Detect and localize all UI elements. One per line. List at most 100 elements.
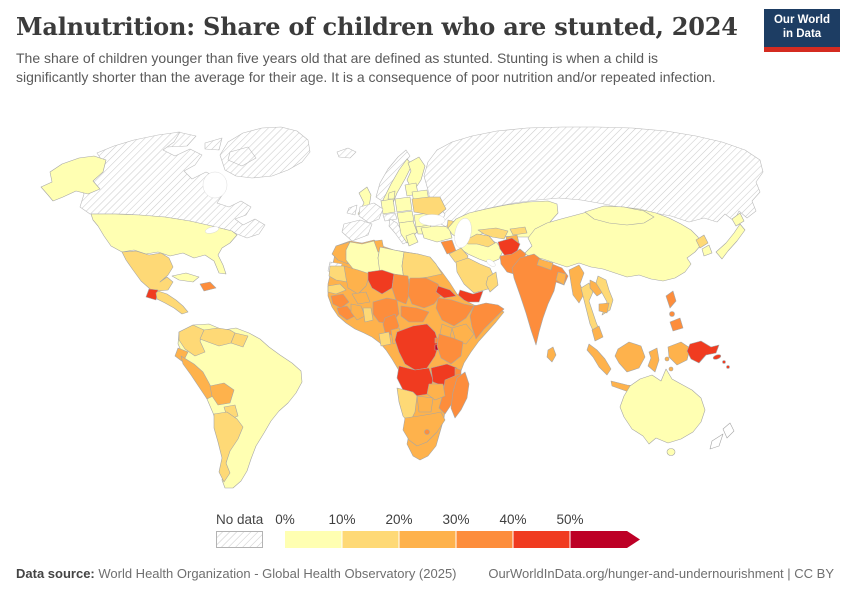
country-papua-new-guinea[interactable] [686, 340, 720, 364]
no-data-label: No data [216, 512, 264, 527]
legend-bin-50-plus[interactable] [570, 531, 627, 548]
country-cambodia[interactable] [598, 302, 610, 314]
legend-bin-40-50[interactable] [513, 531, 570, 548]
legend-bin-30-40[interactable] [456, 531, 513, 548]
country-eritrea[interactable] [435, 285, 457, 299]
country-malaysia[interactable] [591, 325, 604, 342]
country-north-korea[interactable] [695, 234, 709, 249]
country-gabon[interactable] [378, 331, 392, 347]
country-philippines-luzon[interactable] [665, 290, 677, 309]
country-ethiopia[interactable] [435, 297, 475, 327]
owid-logo[interactable]: Our World in Data [764, 9, 840, 52]
country-lesotho[interactable] [424, 429, 430, 435]
country-tanzania[interactable] [436, 333, 464, 365]
country-philippines-visayas[interactable] [669, 311, 675, 317]
country-new-zealand-north[interactable] [722, 422, 735, 439]
legend-bin-10-20[interactable] [342, 531, 399, 548]
country-egypt[interactable] [401, 251, 443, 281]
country-myanmar[interactable] [568, 264, 585, 304]
country-arctic-islands-2[interactable] [204, 137, 223, 151]
country-ivory-coast[interactable] [350, 303, 366, 321]
country-madagascar[interactable] [450, 371, 470, 419]
legend-tick-50: 50% [556, 512, 584, 527]
country-peru[interactable] [180, 355, 216, 400]
country-south-africa[interactable] [402, 411, 446, 447]
country-nepal[interactable] [536, 258, 554, 271]
country-mongolia[interactable] [584, 205, 655, 226]
country-niger[interactable] [367, 269, 395, 295]
country-poland[interactable] [394, 196, 413, 213]
country-ghana[interactable] [362, 307, 374, 323]
country-iceland[interactable] [336, 147, 357, 159]
country-india[interactable] [511, 253, 569, 346]
country-indonesia-borneo[interactable] [614, 341, 646, 373]
country-dr-congo[interactable] [394, 323, 440, 371]
country-indonesia-moluccas-2[interactable] [668, 366, 674, 372]
country-senegal[interactable] [327, 283, 347, 295]
country-png-new-britain[interactable] [712, 354, 722, 360]
country-australia[interactable] [619, 368, 706, 445]
persian-gulf [486, 259, 496, 267]
country-mali[interactable] [343, 265, 371, 295]
country-indonesia-moluccas-1[interactable] [664, 356, 670, 362]
country-kyrgyzstan[interactable] [509, 226, 528, 236]
country-japan-hokkaido[interactable] [731, 212, 745, 227]
country-indonesia-sumatra[interactable] [586, 343, 612, 376]
country-chad[interactable] [391, 273, 411, 305]
country-sierra-leone-liberia[interactable] [336, 305, 356, 321]
country-sri-lanka[interactable] [546, 346, 557, 363]
country-turkmenistan[interactable] [465, 233, 496, 248]
legend-tick-40: 40% [499, 512, 527, 527]
country-solomon-1[interactable] [722, 360, 726, 364]
country-sudan[interactable] [407, 277, 443, 309]
country-guatemala[interactable] [145, 288, 159, 301]
country-argentina[interactable] [213, 411, 244, 483]
country-bolivia[interactable] [209, 382, 235, 406]
legend-bin-0-10[interactable] [285, 531, 342, 548]
country-japan[interactable] [715, 223, 746, 260]
country-uzbekistan[interactable] [477, 227, 509, 240]
country-somalia[interactable] [469, 302, 505, 340]
country-central-america[interactable] [155, 290, 189, 315]
country-new-zealand-south[interactable] [709, 433, 724, 450]
country-indonesia-sulawesi[interactable] [647, 347, 660, 373]
country-usa[interactable] [90, 213, 238, 275]
country-switzerland-austria[interactable] [382, 212, 398, 222]
country-zimbabwe[interactable] [426, 383, 446, 401]
country-solomon-2[interactable] [726, 365, 730, 369]
country-turkey[interactable] [420, 225, 453, 243]
no-data-swatch[interactable] [216, 531, 263, 551]
country-south-korea[interactable] [701, 244, 713, 257]
country-czech-hungary[interactable] [396, 210, 415, 224]
country-ireland[interactable] [346, 204, 358, 216]
country-finland[interactable] [406, 156, 426, 193]
country-germany[interactable] [380, 198, 396, 215]
country-botswana[interactable] [416, 395, 434, 413]
country-greece[interactable] [405, 232, 419, 247]
country-hispaniola[interactable] [199, 281, 217, 292]
country-cuba[interactable] [171, 272, 200, 283]
country-australia-tasmania[interactable] [666, 448, 676, 456]
country-china[interactable] [523, 205, 702, 282]
legend-bin-20-30[interactable] [399, 531, 456, 548]
country-alaska[interactable] [40, 155, 107, 202]
country-oman[interactable] [485, 271, 499, 293]
country-philippines-mindanao[interactable] [669, 317, 684, 332]
country-france[interactable] [358, 202, 384, 224]
country-arctic-islands-3[interactable] [227, 146, 257, 167]
country-central-african-republic[interactable] [400, 305, 430, 323]
country-brazil[interactable] [177, 323, 303, 489]
country-spain[interactable] [341, 219, 373, 242]
owid-url-link[interactable]: OurWorldInData.org/hunger-and-undernouri… [488, 566, 834, 581]
country-guyanas[interactable] [230, 332, 249, 348]
country-bangladesh[interactable] [555, 271, 567, 286]
country-colombia[interactable] [178, 324, 206, 357]
country-ukraine[interactable] [411, 196, 447, 218]
country-burkina-faso[interactable] [351, 291, 371, 305]
country-denmark[interactable] [387, 190, 396, 200]
country-indonesia-papua[interactable] [667, 341, 691, 366]
country-guinea[interactable] [330, 293, 350, 309]
country-mexico[interactable] [121, 250, 174, 292]
